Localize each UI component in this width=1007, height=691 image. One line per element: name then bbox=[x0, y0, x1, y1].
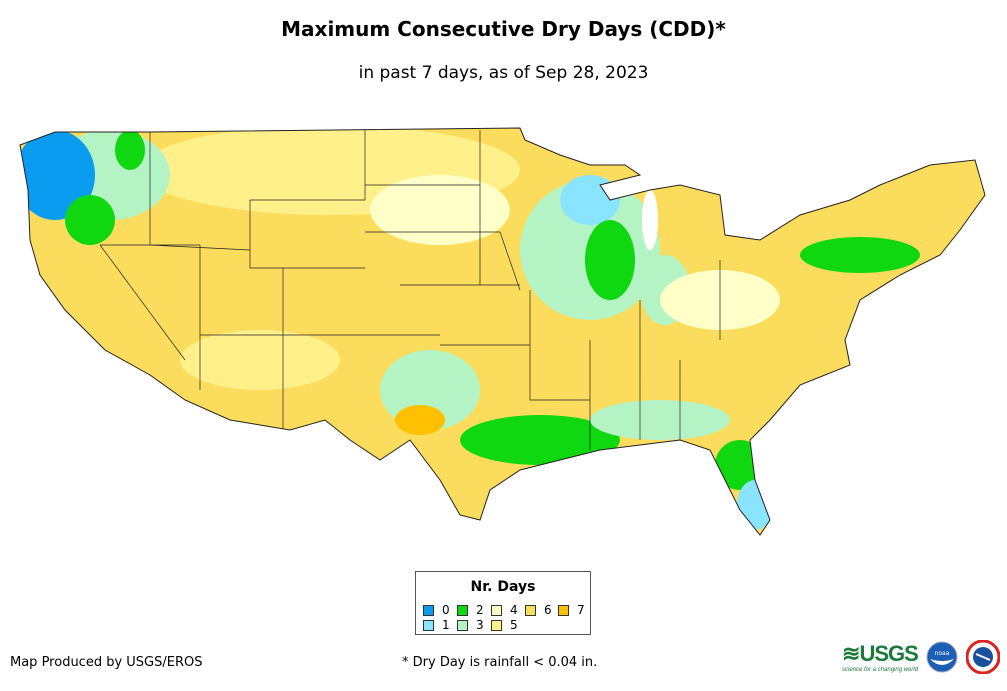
usgs-logo: ≋USGS science for a changing world bbox=[842, 641, 919, 673]
noaa-logo: noaa bbox=[926, 641, 958, 673]
legend-label: 0 bbox=[442, 603, 450, 617]
region-7-days-texas bbox=[395, 405, 445, 435]
region-2-days-idaho bbox=[115, 130, 145, 170]
region-5-days-southwest bbox=[180, 330, 340, 390]
legend-item-3: 3 bbox=[457, 618, 484, 632]
legend-swatch bbox=[558, 604, 569, 616]
legend-label: 1 bbox=[442, 618, 450, 632]
region-2-days-upper-midwest bbox=[585, 220, 635, 300]
lake-michigan bbox=[642, 190, 658, 250]
legend-label: 5 bbox=[510, 618, 518, 632]
legend-label: 6 bbox=[544, 603, 552, 617]
map-subtitle: in past 7 days, as of Sep 28, 2023 bbox=[358, 63, 649, 83]
legend-swatch bbox=[491, 619, 502, 631]
legend-label: 2 bbox=[476, 603, 484, 617]
legend-swatch bbox=[423, 619, 434, 631]
legend-item-5: 5 bbox=[491, 618, 518, 632]
legend-item-0: 0 bbox=[423, 603, 450, 617]
legend-swatch bbox=[457, 604, 468, 616]
state-borders bbox=[99, 130, 721, 450]
region-1-days-florida bbox=[737, 480, 773, 530]
us-dry-days-map bbox=[19, 127, 986, 536]
region-4-days-dakotas bbox=[370, 175, 510, 245]
legend-item-2: 2 bbox=[457, 603, 484, 617]
legend-label: 3 bbox=[476, 618, 484, 632]
legend-label: 4 bbox=[510, 603, 518, 617]
legend: Nr. Days 0 2 4 6 7 1 3 5 bbox=[415, 571, 591, 635]
dry-day-footnote: * Dry Day is rainfall < 0.04 in. bbox=[402, 655, 598, 670]
region-2-days-florida bbox=[715, 440, 765, 490]
legend-swatch bbox=[457, 619, 468, 631]
agency-logos: ≋USGS science for a changing world noaa bbox=[842, 640, 1001, 674]
region-2-days-northeast bbox=[800, 237, 920, 273]
region-0-days-washington bbox=[20, 130, 95, 220]
region-3-days-southeast bbox=[590, 400, 730, 440]
nws-logo bbox=[966, 640, 1001, 674]
legend-title: Nr. Days bbox=[470, 579, 536, 595]
legend-swatch bbox=[491, 604, 502, 616]
legend-item-7: 7 bbox=[558, 603, 585, 617]
legend-item-1: 1 bbox=[423, 618, 450, 632]
legend-item-4: 4 bbox=[491, 603, 518, 617]
producer-credit: Map Produced by USGS/EROS bbox=[10, 655, 203, 670]
map-title: Maximum Consecutive Dry Days (CDD)* bbox=[281, 17, 726, 41]
region-2-days-gulf-coast bbox=[460, 415, 620, 465]
region-2-days-cascades bbox=[65, 195, 115, 245]
legend-swatch bbox=[423, 604, 434, 616]
legend-item-6: 6 bbox=[525, 603, 552, 617]
legend-swatch bbox=[525, 604, 536, 616]
svg-text:noaa: noaa bbox=[935, 650, 950, 657]
legend-label: 7 bbox=[577, 603, 585, 617]
